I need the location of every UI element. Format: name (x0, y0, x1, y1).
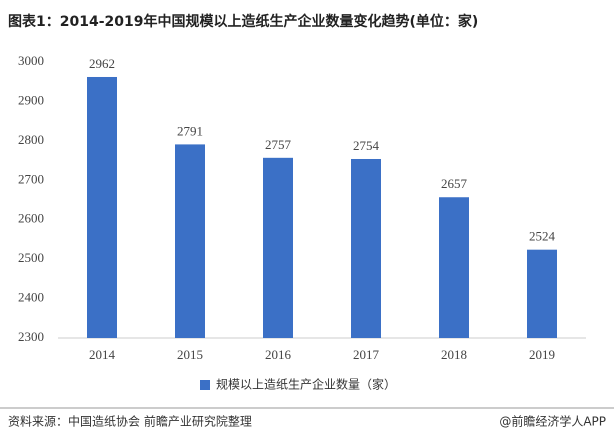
y-tick-label: 3000 (18, 53, 44, 68)
value-label: 2791 (177, 123, 203, 138)
y-tick-label: 2600 (18, 211, 44, 226)
bar (527, 249, 557, 338)
credit: @前瞻经济学人APP (499, 414, 606, 429)
x-tick-label: 2014 (89, 347, 116, 362)
bar (175, 144, 205, 338)
x-tick-label: 2017 (353, 347, 380, 362)
y-tick-label: 2300 (18, 329, 44, 344)
x-tick-label: 2019 (529, 347, 555, 362)
value-label: 2754 (353, 138, 380, 153)
x-tick-label: 2018 (441, 347, 467, 362)
y-tick-label: 2500 (18, 250, 44, 265)
legend-swatch (200, 380, 210, 390)
bar (263, 157, 293, 338)
value-label: 2524 (529, 229, 556, 244)
value-label: 2757 (265, 137, 292, 152)
x-tick-label: 2015 (177, 347, 203, 362)
y-tick-label: 2400 (18, 290, 44, 305)
value-label: 2962 (89, 56, 115, 71)
bar (439, 197, 469, 338)
y-tick-label: 2900 (18, 92, 44, 107)
x-tick-label: 2016 (265, 347, 292, 362)
source-note: 资料来源：中国造纸协会 前瞻产业研究院整理 (8, 414, 252, 429)
legend-label: 规模以上造纸生产企业数量（家） (216, 377, 396, 392)
value-label: 2657 (441, 176, 468, 191)
chart-title: 图表1：2014-2019年中国规模以上造纸生产企业数量变化趋势(单位：家) (8, 13, 478, 30)
bar (87, 76, 117, 339)
y-tick-label: 2800 (18, 132, 44, 147)
y-tick-label: 2700 (18, 171, 44, 186)
bar (351, 158, 381, 338)
